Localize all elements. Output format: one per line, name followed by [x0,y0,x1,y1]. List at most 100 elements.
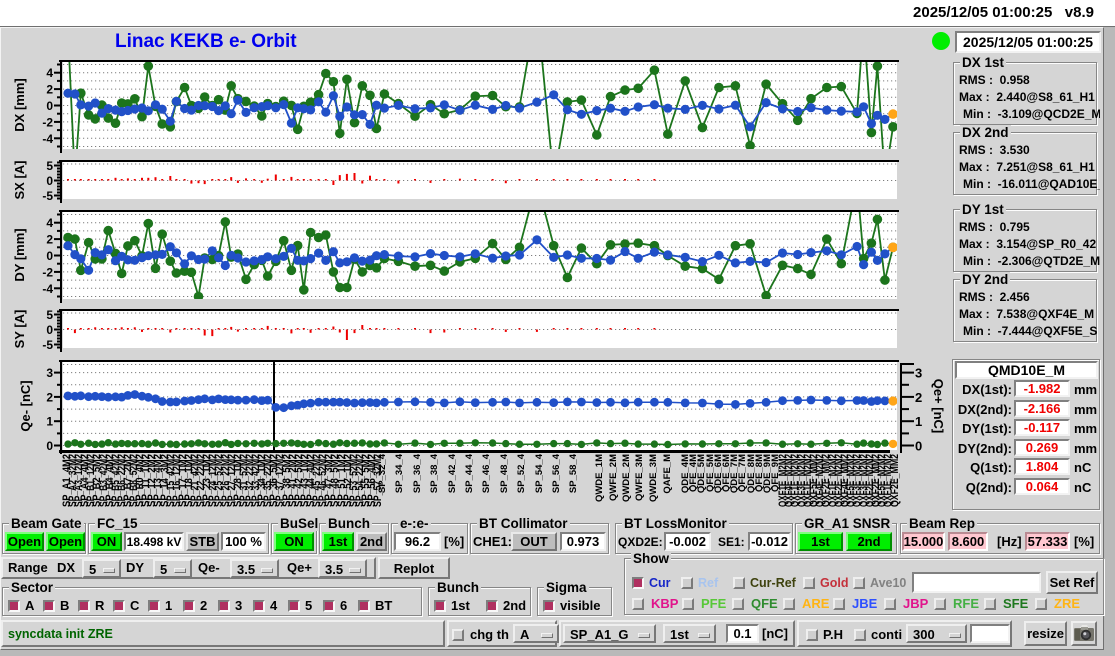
svg-text:SP_15_42M2: SP_15_42M2 [165,454,177,507]
svg-text:-2: -2 [42,265,53,279]
svg-text:QXF2E_MM2: QXF2E_MM2 [820,454,832,507]
svg-text:-5: -5 [42,338,53,352]
svg-text:SP_B6_22M2: SP_B6_22M2 [116,454,128,507]
svg-text:SP_54_22M2: SP_54_22M2 [354,454,366,507]
svg-text:SP_46_4: SP_46_4 [481,453,492,493]
svg-text:QDE_8M: QDE_8M [746,454,757,493]
svg-text:SP_54_4: SP_54_4 [534,453,545,493]
svg-text:SP_34_4: SP_34_4 [394,453,405,493]
svg-text:QDE_7M: QDE_7M [729,454,740,493]
svg-text:QXF5E_MM2: QXF5E_MM2 [808,454,820,507]
svg-text:QXF4E_M2M2: QXF4E_M2M2 [783,454,795,507]
svg-text:QDE_6M: QDE_6M [713,454,724,493]
svg-text:4: 4 [46,66,53,80]
svg-text:SP_23_1M2: SP_23_1M2 [201,454,213,507]
svg-text:SP_14_3M2: SP_14_3M2 [159,454,171,507]
svg-text:QXF5E_M2M2: QXF5E_M2M2 [876,454,888,507]
svg-text:SP_21_42M2: SP_21_42M2 [189,454,201,507]
svg-text:QXF1E_M2M2: QXF1E_M2M2 [789,454,801,507]
svg-text:SP_48_4: SP_48_4 [499,453,510,493]
svg-text:QXF1E_M2M2: QXF1E_M2M2 [827,454,839,507]
svg-text:SP_56_4M2: SP_56_4M2 [366,454,378,507]
svg-text:QFE_7M: QFE_7M [737,454,748,492]
svg-text:Qe- [nC]: Qe- [nC] [18,380,33,431]
svg-text:QDE_5M: QDE_5M [696,454,707,493]
svg-text:2: 2 [46,83,53,97]
svg-text:SP_R0_4M2: SP_R0_4M2 [134,454,146,507]
svg-text:-5: -5 [42,189,53,203]
svg-text:5: 5 [46,308,53,322]
svg-text:SP_A4_4M2: SP_A4_4M2 [79,454,91,507]
svg-text:SP_38_4: SP_38_4 [429,453,440,493]
svg-text:SP_42_5M2: SP_42_5M2 [293,454,305,507]
svg-text:SP_13_4M2: SP_13_4M2 [152,454,164,507]
svg-text:SP_28_1M2: SP_28_1M2 [232,454,244,507]
svg-text:SP_44_4M2: SP_44_4M2 [305,454,317,507]
svg-text:SP_A3_12M2: SP_A3_12M2 [73,454,85,507]
svg-text:SP_25_52M2: SP_25_52M2 [213,454,225,507]
svg-text:SP_43_1M2: SP_43_1M2 [299,454,311,507]
svg-text:QXF1E_M2M2: QXF1E_M2M2 [777,454,789,507]
svg-text:QWDE_2M: QWDE_2M [621,454,632,502]
svg-text:QDE_9M: QDE_9M [762,454,773,493]
svg-text:QXF3E_M2M2: QXF3E_M2M2 [858,454,870,507]
svg-text:SP_17_1M2: SP_17_1M2 [177,454,189,507]
svg-text:SP_35_22M2: SP_35_22M2 [262,454,274,507]
svg-text:SP_26_22M2: SP_26_22M2 [220,454,232,507]
svg-text:SP_52_1M2: SP_52_1M2 [342,454,354,507]
svg-text:2: 2 [46,233,53,247]
svg-text:QXF5E_M2M2: QXF5E_M2M2 [845,454,857,507]
svg-text:SP_45_22M2: SP_45_22M2 [311,454,323,507]
svg-text:QFE_9M: QFE_9M [770,454,781,492]
svg-text:SP_31_52M2: SP_31_52M2 [238,454,250,507]
svg-text:QFE_4M: QFE_4M [688,454,699,492]
svg-text:SP_33_42M2: SP_33_42M2 [250,454,262,507]
svg-text:QDE_4M: QDE_4M [680,454,691,493]
svg-text:QXF3E_M2M2: QXF3E_M2M2 [796,454,808,507]
svg-text:QWDE_1M: QWDE_1M [594,454,605,502]
svg-text:SP_41_2M2: SP_41_2M2 [287,454,299,507]
svg-text:QWFE_2M: QWFE_2M [608,454,619,501]
svg-text:SP_24_12M2: SP_24_12M2 [207,454,219,507]
svg-text:SP_B1_12M2: SP_B1_12M2 [85,454,97,507]
svg-text:DY [mm]: DY [mm] [12,228,27,281]
svg-text:SP_B3_42M2: SP_B3_42M2 [98,454,110,507]
svg-text:DX [mm]: DX [mm] [12,78,27,131]
svg-text:0: 0 [46,99,53,113]
svg-text:SP_B2_5M2: SP_B2_5M2 [91,454,103,507]
svg-text:SP_42_4: SP_42_4 [447,453,458,493]
svg-text:QXF2E_MM2: QXF2E_MM2 [870,454,882,507]
svg-text:SP_46_52M2: SP_46_52M2 [317,454,329,507]
svg-text:SP_47_3M2: SP_47_3M2 [323,454,335,507]
svg-text:-2: -2 [42,115,53,129]
svg-text:QXF2E_MM2: QXF2E_MM2 [889,454,901,507]
svg-text:QXF2E_M2M2: QXF2E_M2M2 [833,454,845,507]
svg-text:SP_A2_32M2: SP_A2_32M2 [67,454,79,507]
svg-text:5: 5 [46,159,53,173]
svg-text:SP_48_5M2: SP_48_5M2 [329,454,341,507]
svg-text:QAFE_M: QAFE_M [662,454,673,494]
svg-text:QFE_6M: QFE_6M [721,454,732,492]
svg-text:SP_55_5M2: SP_55_5M2 [360,454,372,507]
svg-text:SY [A]: SY [A] [12,310,27,349]
svg-text:3: 3 [46,366,53,380]
svg-text:SP_51_1M2: SP_51_1M2 [336,454,348,507]
svg-text:SP_11_1M2: SP_11_1M2 [140,454,152,507]
svg-text:0: 0 [915,439,922,454]
svg-text:QFE_8M: QFE_8M [754,454,765,492]
svg-text:2: 2 [46,390,53,404]
svg-text:QXF1E_M2M2: QXF1E_M2M2 [882,454,894,507]
svg-text:SP_34_1M2: SP_34_1M2 [256,454,268,507]
svg-text:SP_38_5M2: SP_38_5M2 [281,454,293,507]
svg-text:SP_22_22M2: SP_22_22M2 [195,454,207,507]
svg-text:3: 3 [915,366,922,381]
svg-text:QFE_5M: QFE_5M [705,454,716,492]
svg-text:-4: -4 [42,282,53,296]
svg-text:SP_44_4: SP_44_4 [464,453,475,493]
svg-text:SP_B5_42M2: SP_B5_42M2 [110,454,122,507]
svg-text:SP_32_4: SP_32_4 [377,453,388,493]
svg-text:0: 0 [46,249,53,263]
svg-text:SP_32_22M2: SP_32_22M2 [244,454,256,507]
svg-text:4: 4 [46,216,53,230]
svg-text:SP_B4_4M2: SP_B4_4M2 [104,454,116,507]
